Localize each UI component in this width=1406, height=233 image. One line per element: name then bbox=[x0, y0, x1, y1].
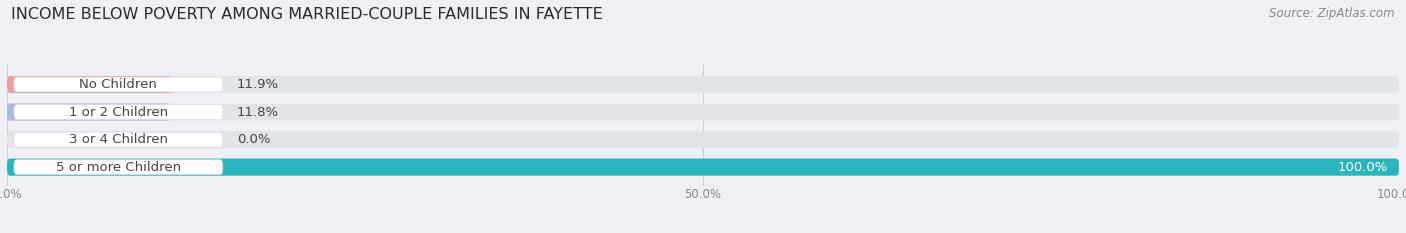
Text: 100.0%: 100.0% bbox=[1337, 161, 1388, 174]
Text: No Children: No Children bbox=[80, 78, 157, 91]
FancyBboxPatch shape bbox=[7, 76, 173, 93]
Text: 5 or more Children: 5 or more Children bbox=[56, 161, 181, 174]
Text: Source: ZipAtlas.com: Source: ZipAtlas.com bbox=[1270, 7, 1395, 20]
FancyBboxPatch shape bbox=[7, 76, 1399, 93]
Text: 0.0%: 0.0% bbox=[0, 188, 22, 201]
Text: 11.8%: 11.8% bbox=[236, 106, 278, 119]
FancyBboxPatch shape bbox=[14, 77, 222, 92]
FancyBboxPatch shape bbox=[7, 103, 172, 121]
Text: 3 or 4 Children: 3 or 4 Children bbox=[69, 133, 167, 146]
Text: 100.0%: 100.0% bbox=[1376, 188, 1406, 201]
Text: 1 or 2 Children: 1 or 2 Children bbox=[69, 106, 167, 119]
Text: INCOME BELOW POVERTY AMONG MARRIED-COUPLE FAMILIES IN FAYETTE: INCOME BELOW POVERTY AMONG MARRIED-COUPL… bbox=[11, 7, 603, 22]
FancyBboxPatch shape bbox=[14, 132, 222, 147]
FancyBboxPatch shape bbox=[14, 160, 222, 175]
Text: 11.9%: 11.9% bbox=[236, 78, 278, 91]
Text: 0.0%: 0.0% bbox=[236, 133, 270, 146]
Text: 50.0%: 50.0% bbox=[685, 188, 721, 201]
FancyBboxPatch shape bbox=[7, 159, 1399, 176]
FancyBboxPatch shape bbox=[14, 105, 222, 120]
FancyBboxPatch shape bbox=[7, 131, 1399, 148]
FancyBboxPatch shape bbox=[7, 103, 1399, 121]
FancyBboxPatch shape bbox=[7, 159, 1399, 176]
